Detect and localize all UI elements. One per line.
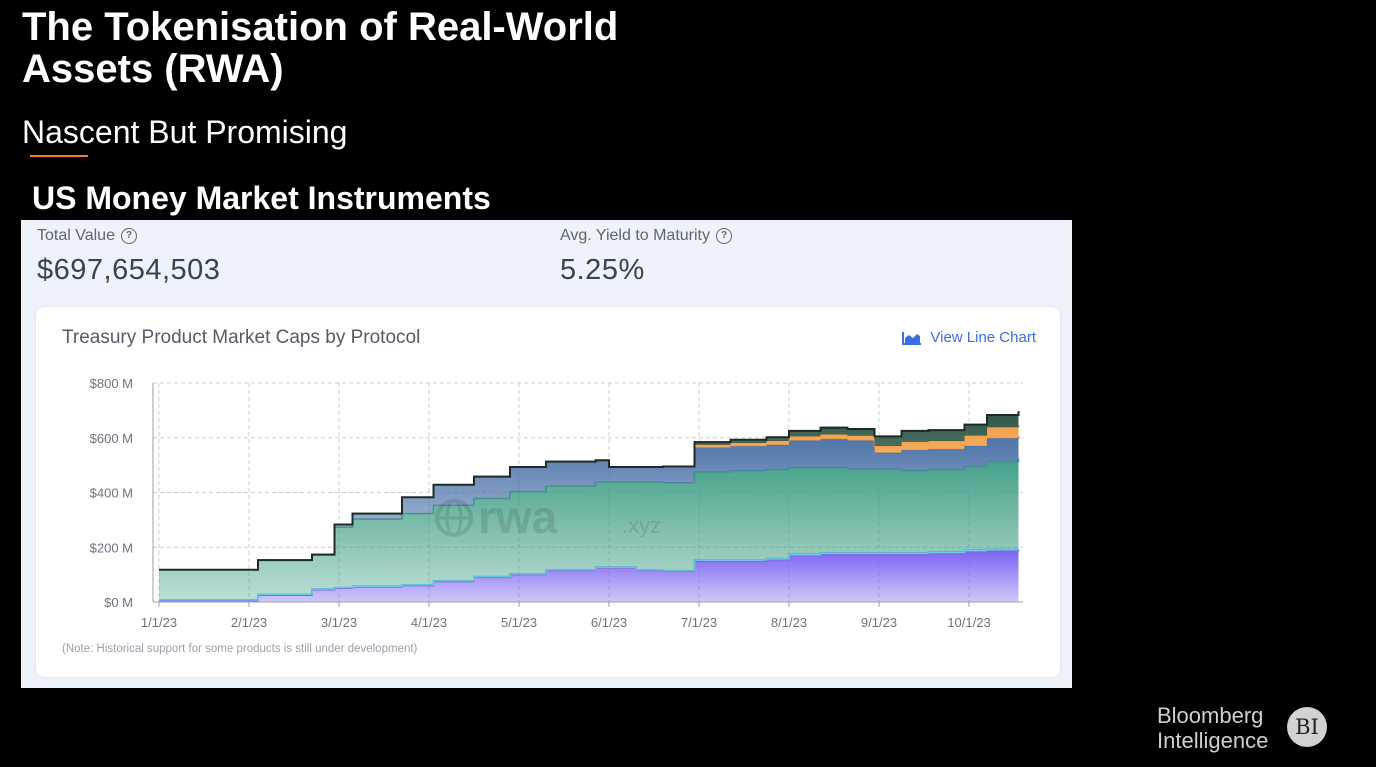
watermark-suffix: .xyz bbox=[622, 513, 661, 538]
accent-rule bbox=[30, 155, 88, 157]
x-tick-label: 4/1/23 bbox=[411, 615, 447, 630]
total-value-label: Total Value bbox=[37, 227, 115, 244]
series-area bbox=[159, 458, 1019, 600]
y-tick-label: $200 M bbox=[90, 540, 133, 555]
total-outline bbox=[159, 411, 1020, 571]
total-value: $697,654,503 bbox=[37, 254, 221, 286]
globe-icon bbox=[435, 499, 473, 537]
bi-badge-logo: BI bbox=[1287, 707, 1327, 747]
y-axis: $0 M $200 M $400 M $600 M $800 M bbox=[90, 376, 154, 610]
watermark-text: rwa bbox=[478, 491, 558, 543]
help-circle-icon[interactable]: ? bbox=[716, 228, 732, 244]
logo-line-1: Bloomberg bbox=[1157, 703, 1264, 728]
view-line-chart-button[interactable]: View Line Chart bbox=[902, 329, 1036, 346]
chart-card: Treasury Product Market Caps by Protocol… bbox=[36, 307, 1060, 677]
view-line-chart-label: View Line Chart bbox=[930, 329, 1036, 346]
area-chart-icon bbox=[902, 331, 922, 345]
slide-title: The Tokenisation of Real-World Assets (R… bbox=[22, 5, 619, 91]
x-axis: 1/1/23 2/1/23 3/1/23 4/1/23 5/1/23 6/1/23 7/1/… bbox=[141, 601, 1023, 630]
rwa-dashboard-panel: Total Value ? $697,654,503 Avg. Yield to… bbox=[21, 220, 1072, 688]
x-tick-label: 7/1/23 bbox=[681, 615, 717, 630]
yield-value: 5.25% bbox=[560, 254, 645, 286]
series-area bbox=[159, 550, 1019, 602]
x-tick-label: 2/1/23 bbox=[231, 615, 267, 630]
help-circle-icon[interactable]: ? bbox=[120, 228, 137, 244]
x-tick-label: 6/1/23 bbox=[591, 615, 627, 630]
market-cap-chart: rwa .xyz $0 M $200 M $400 M $600 M $800 M 1/… bbox=[90, 376, 1023, 630]
y-tick-label: $400 M bbox=[90, 486, 133, 501]
y-tick-label: $800 M bbox=[90, 376, 133, 391]
bloomberg-intelligence-logo: Bloomberg Intelligence bbox=[1157, 703, 1268, 753]
chart-areas bbox=[159, 411, 1020, 602]
rwa-watermark: rwa .xyz bbox=[435, 491, 661, 543]
x-tick-label: 9/1/23 bbox=[861, 615, 897, 630]
x-tick-label: 5/1/23 bbox=[501, 615, 537, 630]
y-tick-label: $600 M bbox=[90, 431, 133, 446]
total-value-label-group: Total Value ? bbox=[37, 227, 137, 245]
logo-line-2: Intelligence bbox=[1157, 728, 1269, 753]
y-tick-label: $0 M bbox=[104, 595, 133, 610]
section-heading: US Money Market Instruments bbox=[32, 180, 491, 216]
x-tick-label: 1/1/23 bbox=[141, 615, 177, 630]
x-tick-label: 10/1/23 bbox=[947, 615, 990, 630]
slide-subtitle: Nascent But Promising bbox=[22, 114, 348, 150]
chart-footnote: (Note: Historical support for some produ… bbox=[62, 643, 418, 655]
chart-title: Treasury Product Market Caps by Protocol bbox=[62, 327, 421, 348]
yield-label-group: Avg. Yield to Maturity ? bbox=[560, 227, 732, 245]
yield-label: Avg. Yield to Maturity bbox=[560, 227, 710, 244]
x-tick-label: 3/1/23 bbox=[321, 615, 357, 630]
x-tick-label: 8/1/23 bbox=[771, 615, 807, 630]
